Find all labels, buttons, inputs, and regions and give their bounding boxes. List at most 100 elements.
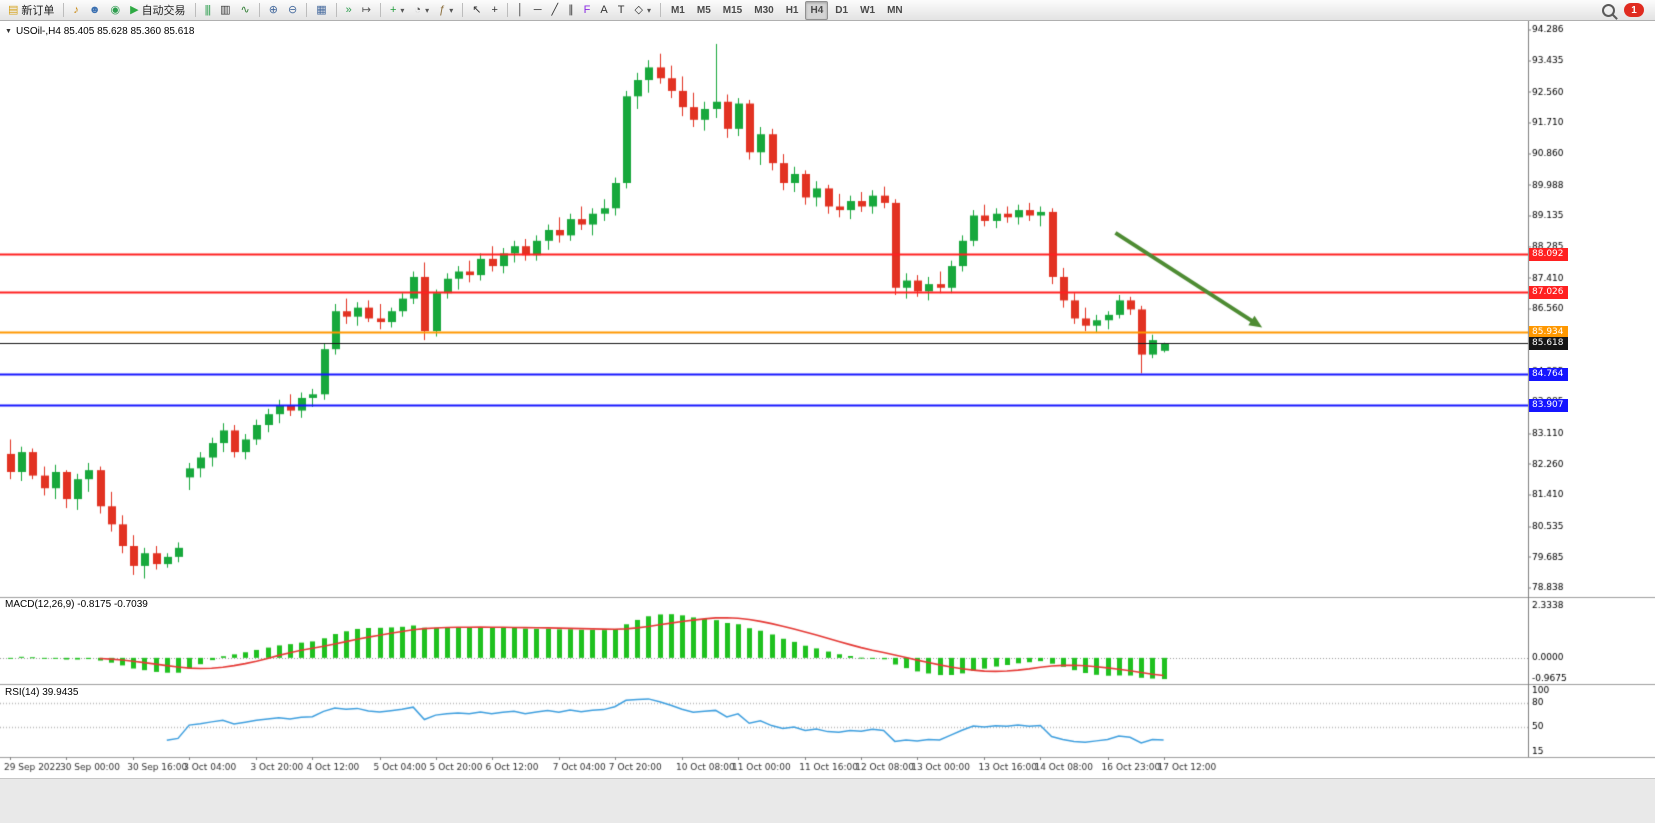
candlestick-chart-icon: ▥ (220, 3, 231, 16)
timeframe-m15-button[interactable]: M15 (718, 1, 747, 20)
toolbar-separator (335, 3, 337, 17)
horizontal-line-icon: ─ (533, 3, 542, 16)
zoom-out-button[interactable]: ⊖ (284, 1, 301, 20)
new-order-label: 新订单 (21, 5, 55, 17)
zoom-in-button[interactable]: ⊕ (265, 1, 282, 20)
text-button[interactable]: A (596, 1, 611, 20)
rsi-indicator-label: RSI(14) 39.9435 (5, 687, 79, 698)
new-chart-button[interactable]: + ▾ (386, 1, 408, 20)
community-button[interactable]: ☻ (85, 1, 105, 20)
window-footer (0, 778, 1655, 823)
indicators-caret-icon: ▾ (449, 5, 454, 15)
timeframe-w1-label: W1 (860, 4, 876, 16)
tile-windows-button[interactable]: ▦ (312, 1, 330, 20)
toolbar-separator (659, 3, 661, 17)
text-icon: A (600, 3, 608, 16)
channel-button[interactable]: ∥ (564, 1, 578, 20)
horizontal-line-button[interactable]: ─ (530, 1, 546, 20)
timeframe-mn-label: MN (887, 4, 903, 16)
current-price-badge-85.618: 85.618 (1529, 337, 1568, 350)
cursor-button[interactable]: ↖ (468, 1, 485, 20)
timeframe-m5-label: M5 (696, 4, 711, 16)
bar-chart-icon: ||| (204, 3, 212, 16)
period-clock-button[interactable]: ◔ ▾ (410, 1, 433, 20)
tile-windows-icon: ▦ (316, 3, 327, 16)
toolbar-items: ▤ 新订单 ♪ ☻ ◉ ▶ 自动交易 ||| ▥ ∿ ⊕ ⊖ ▦» ↦ + ▾ ◔ ▾ ƒ ▾ ↖ + │ ─ ╱ ∥ F A T ◇ ▾ M… (3, 0, 909, 20)
new-chart-icon: + (389, 3, 397, 16)
timeframe-d1-button[interactable]: D1 (830, 1, 853, 20)
trendline-button[interactable]: ╱ (548, 1, 563, 20)
shapes-icon: ◇ (634, 3, 643, 16)
timeframe-h1-button[interactable]: H1 (781, 1, 804, 20)
auto-trading-button[interactable]: ▶ 自动交易 (126, 1, 189, 20)
trendline-icon: ╱ (551, 3, 559, 16)
period-clock-caret-icon: ▾ (425, 5, 430, 15)
new-order-icon: ▤ (8, 3, 19, 16)
indicators-icon: ƒ (439, 3, 446, 16)
timeframe-m30-button[interactable]: M30 (749, 1, 778, 20)
macd-indicator-label: MACD(12,26,9) -0.8175 -0.7039 (5, 599, 148, 610)
label-button[interactable]: T (614, 1, 629, 20)
timeframe-m1-label: M1 (670, 4, 685, 16)
timeframe-h4-button[interactable]: H4 (805, 0, 829, 20)
vertical-line-icon: │ (516, 3, 524, 16)
auto-scroll-button[interactable]: » (342, 1, 356, 20)
line-chart-button[interactable]: ∿ (237, 1, 254, 20)
toolbar-separator (306, 3, 308, 17)
toolbar-separator (63, 3, 65, 17)
cursor-icon: ↖ (472, 3, 482, 16)
channel-icon: ∥ (568, 3, 574, 16)
timeframe-m30-label: M30 (754, 4, 774, 16)
timeframe-h4-label: H4 (810, 4, 824, 16)
candlestick-chart-button[interactable]: ▥ (216, 1, 234, 20)
chart-shift-icon: ↦ (361, 3, 371, 16)
price-chart-canvas[interactable] (0, 21, 1655, 778)
auto-scroll-icon: » (345, 3, 352, 16)
bar-chart-button[interactable]: ||| (201, 1, 215, 20)
shapes-caret-icon: ▾ (646, 5, 651, 15)
line-chart-icon: ∿ (240, 3, 250, 16)
shapes-button[interactable]: ◇ ▾ (630, 1, 654, 20)
indicators-button[interactable]: ƒ ▾ (435, 1, 457, 20)
crosshair-icon: + (491, 3, 498, 16)
timeframe-m5-button[interactable]: M5 (692, 1, 716, 20)
market-button[interactable]: ◉ (106, 1, 124, 20)
chart-title-overlay: ▼ USOil-,H4 85.405 85.628 85.360 85.618 (5, 26, 194, 37)
market-icon: ◉ (110, 3, 121, 16)
chart-title-text: USOil-,H4 85.405 85.628 85.360 85.618 (15, 26, 195, 37)
crosshair-button[interactable]: + (487, 1, 501, 20)
signal-horn-icon: ♪ (73, 3, 79, 16)
toolbar-separator (258, 3, 260, 17)
price-line-badge-87.026: 87.026 (1529, 286, 1568, 299)
notification-badge[interactable]: 1 (1624, 3, 1644, 17)
auto-trading-label: 自动交易 (141, 5, 186, 17)
toolbar-right: 1 (1602, 3, 1652, 17)
price-line-badge-83.907: 83.907 (1529, 399, 1568, 412)
toolbar-separator (194, 3, 196, 17)
fibonacci-button[interactable]: F (580, 1, 595, 20)
new-chart-caret-icon: ▾ (400, 5, 405, 15)
toolbar-separator (462, 3, 464, 17)
signal-horn-button[interactable]: ♪ (69, 1, 83, 20)
timeframe-mn-button[interactable]: MN (882, 1, 908, 20)
search-icon[interactable] (1602, 3, 1615, 17)
price-line-badge-84.764: 84.764 (1529, 368, 1568, 381)
fibonacci-icon: F (583, 3, 591, 16)
new-order-button[interactable]: ▤ 新订单 (4, 1, 58, 20)
zoom-out-icon: ⊖ (287, 3, 298, 16)
auto-trading-icon: ▶ (130, 3, 139, 16)
vertical-line-button[interactable]: │ (513, 1, 528, 20)
zoom-in-icon: ⊕ (268, 3, 278, 16)
price-line-badge-85.934: 85.934 (1529, 326, 1568, 339)
timeframe-m1-button[interactable]: M1 (666, 1, 690, 20)
price-line-badge-88.092: 88.092 (1529, 248, 1568, 261)
community-icon: ☻ (88, 3, 101, 16)
chart-shift-button[interactable]: ↦ (358, 1, 375, 20)
toolbar-separator (506, 3, 508, 17)
collapse-arrow-icon[interactable]: ▼ (5, 28, 12, 35)
toolbar: ▤ 新订单 ♪ ☻ ◉ ▶ 自动交易 ||| ▥ ∿ ⊕ ⊖ ▦» ↦ + ▾ ◔ ▾ ƒ ▾ ↖ + │ ─ ╱ ∥ F A T ◇ ▾ M… (0, 0, 1655, 21)
timeframe-w1-button[interactable]: W1 (855, 1, 880, 20)
chart-window: ▼ USOil-,H4 85.405 85.628 85.360 85.618 … (0, 21, 1655, 778)
label-icon: T (617, 3, 625, 16)
period-clock-icon: ◔ (414, 3, 422, 16)
